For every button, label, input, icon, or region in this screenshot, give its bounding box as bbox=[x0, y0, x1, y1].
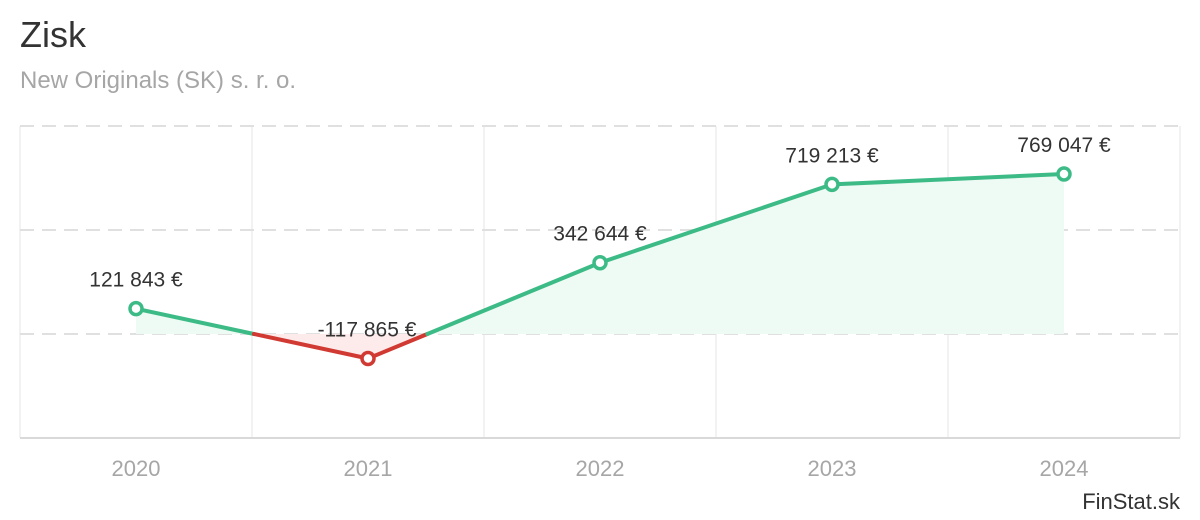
x-tick-label: 2024 bbox=[1040, 456, 1089, 481]
x-tick-label: 2020 bbox=[112, 456, 161, 481]
positive-line-segment bbox=[830, 172, 1066, 187]
positive-line-segment bbox=[425, 260, 602, 336]
chart-title: Zisk bbox=[20, 14, 86, 55]
x-tick-label: 2023 bbox=[808, 456, 857, 481]
data-label: -117 865 € bbox=[318, 319, 417, 342]
data-point bbox=[824, 176, 840, 193]
data-point bbox=[360, 350, 376, 367]
finstat-credit[interactable]: FinStat.sk bbox=[1082, 489, 1180, 514]
negative-line-segment bbox=[366, 332, 430, 361]
positive-area bbox=[832, 174, 1064, 334]
data-label: 769 047 € bbox=[1017, 134, 1111, 157]
x-tick-label: 2022 bbox=[576, 456, 625, 481]
data-point bbox=[1056, 166, 1072, 182]
x-tick-label: 2021 bbox=[344, 456, 393, 481]
negative-line-segment bbox=[251, 332, 370, 361]
data-point bbox=[592, 254, 608, 271]
chart-subtitle: New Originals (SK) s. r. o. bbox=[20, 67, 297, 94]
data-label: 342 644 € bbox=[553, 223, 647, 246]
data-point bbox=[128, 300, 144, 317]
data-label: 719 213 € bbox=[785, 144, 879, 167]
positive-line-segment bbox=[598, 182, 834, 265]
data-label: 121 843 € bbox=[89, 269, 183, 292]
positive-area bbox=[600, 184, 832, 334]
positive-line-segment bbox=[134, 306, 256, 336]
